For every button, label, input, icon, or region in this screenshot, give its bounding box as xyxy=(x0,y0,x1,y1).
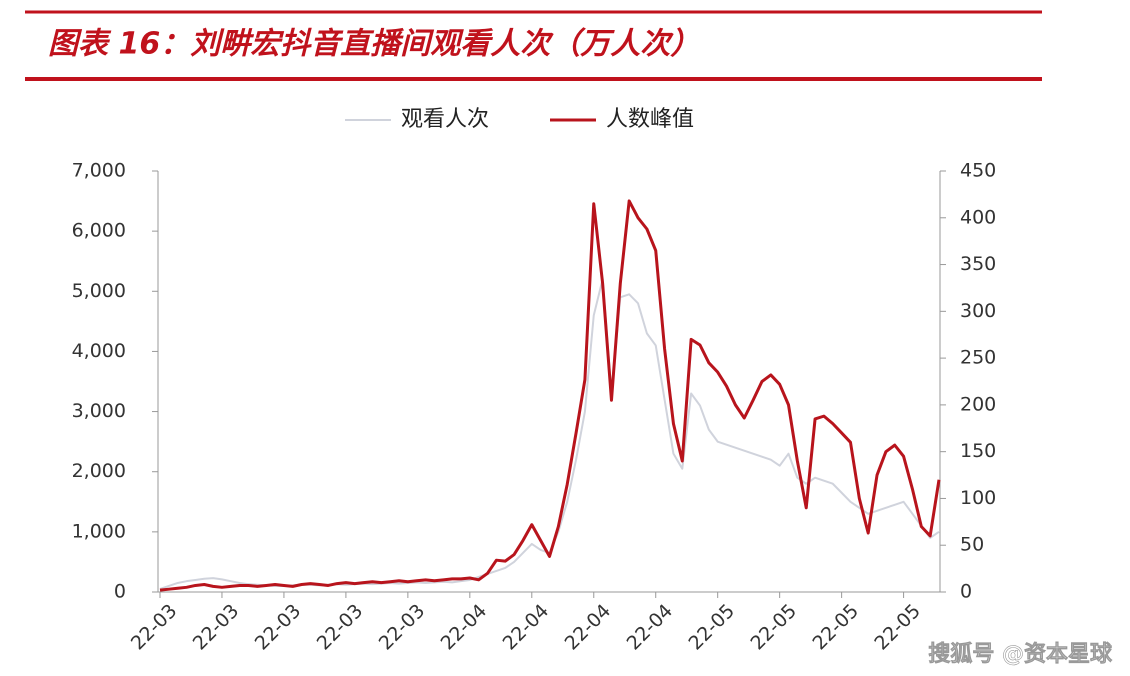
y2-tick-label: 150 xyxy=(960,440,996,462)
x-tick-label: 22-03 xyxy=(127,600,182,655)
x-tick-label: 22-05 xyxy=(685,600,740,655)
y-tick-label: 7,000 xyxy=(72,160,126,182)
x-tick-label: 22-03 xyxy=(313,600,368,655)
y-tick-label: 4,000 xyxy=(72,340,126,362)
watermark: 搜狐号 @资本星球 xyxy=(928,641,1113,667)
y2-tick-label: 350 xyxy=(960,253,996,275)
y2-tick-label: 300 xyxy=(960,300,996,322)
x-tick-label: 22-05 xyxy=(870,600,925,655)
y-tick-label: 5,000 xyxy=(72,280,126,302)
x-tick-label: 22-04 xyxy=(623,600,678,655)
chart-title: 图表 16：刘畊宏抖音直播间观看人次（万人次） xyxy=(48,27,700,62)
y2-tick-label: 450 xyxy=(960,160,996,182)
x-tick-label: 22-05 xyxy=(808,600,863,655)
legend-label: 人数峰值 xyxy=(606,107,694,132)
series-line xyxy=(159,199,941,592)
x-tick-label: 22-05 xyxy=(746,600,801,655)
x-tick-label: 22-03 xyxy=(251,600,306,655)
x-tick-label: 22-03 xyxy=(375,600,430,655)
x-tick-label: 22-04 xyxy=(561,600,616,655)
y2-tick-label: 200 xyxy=(960,393,996,415)
x-tick-label: 22-04 xyxy=(499,600,554,655)
y-tick-label: 3,000 xyxy=(72,400,126,422)
y-tick-label: 2,000 xyxy=(72,460,126,482)
y2-tick-label: 0 xyxy=(960,581,972,603)
y-tick-label: 1,000 xyxy=(72,520,126,542)
series-line xyxy=(159,278,940,590)
y-tick-label: 0 xyxy=(114,581,126,603)
y2-tick-label: 50 xyxy=(960,534,984,556)
x-tick-label: 22-03 xyxy=(189,600,244,655)
y2-tick-label: 250 xyxy=(960,347,996,369)
y2-tick-label: 100 xyxy=(960,487,996,509)
y-tick-label: 6,000 xyxy=(72,220,126,242)
legend-label: 观看人次 xyxy=(401,107,489,132)
x-tick-label: 22-04 xyxy=(437,600,492,655)
y2-tick-label: 400 xyxy=(960,206,996,228)
